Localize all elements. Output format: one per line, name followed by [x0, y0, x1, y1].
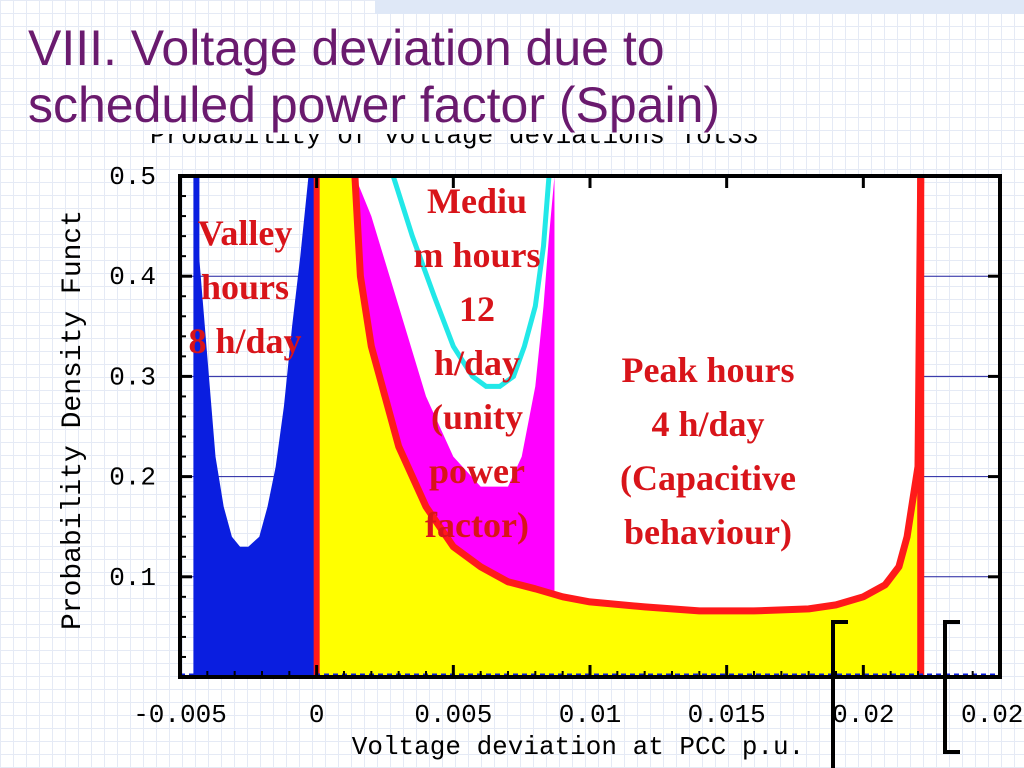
- x-tick-label: 0.01: [559, 700, 621, 730]
- peak-curve: [351, 175, 925, 615]
- cyan-curve: [390, 175, 552, 389]
- medium-area: [354, 176, 590, 602]
- valley-annotation-line: hours: [201, 267, 289, 307]
- x-axis-label: Voltage deviation at PCC p.u.: [352, 732, 804, 762]
- medium-annotation-line: factor): [425, 505, 529, 545]
- series-layer: [180, 175, 1000, 677]
- plot-title-fragment: Probability of voltage deviations Tot33: [150, 134, 1020, 154]
- peak-annotation-line: behaviour): [624, 512, 792, 552]
- medium-annotation-line: power: [429, 451, 525, 491]
- slide-title: VIII. Voltage deviation due to scheduled…: [28, 20, 1008, 134]
- x-tick-label: 0.005: [414, 700, 492, 730]
- valley-annotation-line: 8 h/day: [188, 321, 301, 361]
- peak-annotation-line: (Capacitive: [620, 458, 796, 498]
- plot-title-text: Probability of voltage deviations Tot33: [150, 134, 759, 151]
- x-tick-label: 0: [309, 700, 325, 730]
- y-tick-label: 0.2: [109, 463, 156, 493]
- peak-annotation-line: Peak hours: [621, 350, 794, 390]
- peak-annotation-line: 4 h/day: [651, 404, 764, 444]
- medium-annotation-line: Mediu: [427, 181, 527, 221]
- medium-annotation-line: (unity: [431, 397, 523, 437]
- valley-area: [196, 176, 317, 677]
- decorative-band: [375, 0, 1024, 14]
- y-axis-label: Probability Density Funct: [58, 210, 89, 630]
- x-tick-label: 0.015: [688, 700, 766, 730]
- x-tick-label: 0.02: [832, 700, 894, 730]
- x-tick-label: -0.005: [133, 700, 227, 730]
- valley-annotation-line: Valley: [198, 213, 293, 253]
- annotation-layer: Valley hours 8 h/day Mediu m hours 12 h/day (un…: [188, 181, 796, 552]
- y-tick-label: 0.3: [109, 362, 156, 392]
- slide-title-line-1: VIII. Voltage deviation due to: [28, 20, 665, 76]
- slide-title-line-2: scheduled power factor (Spain): [28, 77, 721, 133]
- y-tick-label: 0.5: [109, 162, 156, 192]
- axes-layer: -0.005 0 0.005 0.01 0.015 0.02 0.025 0.1 0.2 0.3 0…: [58, 162, 1024, 768]
- x-tick-label: 0.025: [961, 700, 1024, 730]
- left-bracket-mark: [831, 620, 848, 768]
- left-bracket-mark-2: [943, 620, 960, 754]
- medium-annotation-line: m hours: [413, 235, 540, 275]
- y-tick-label: 0.1: [109, 563, 156, 593]
- medium-annotation-line: h/day: [434, 343, 520, 383]
- y-tick-label: 0.4: [109, 262, 156, 292]
- medium-annotation-line: 12: [459, 289, 495, 329]
